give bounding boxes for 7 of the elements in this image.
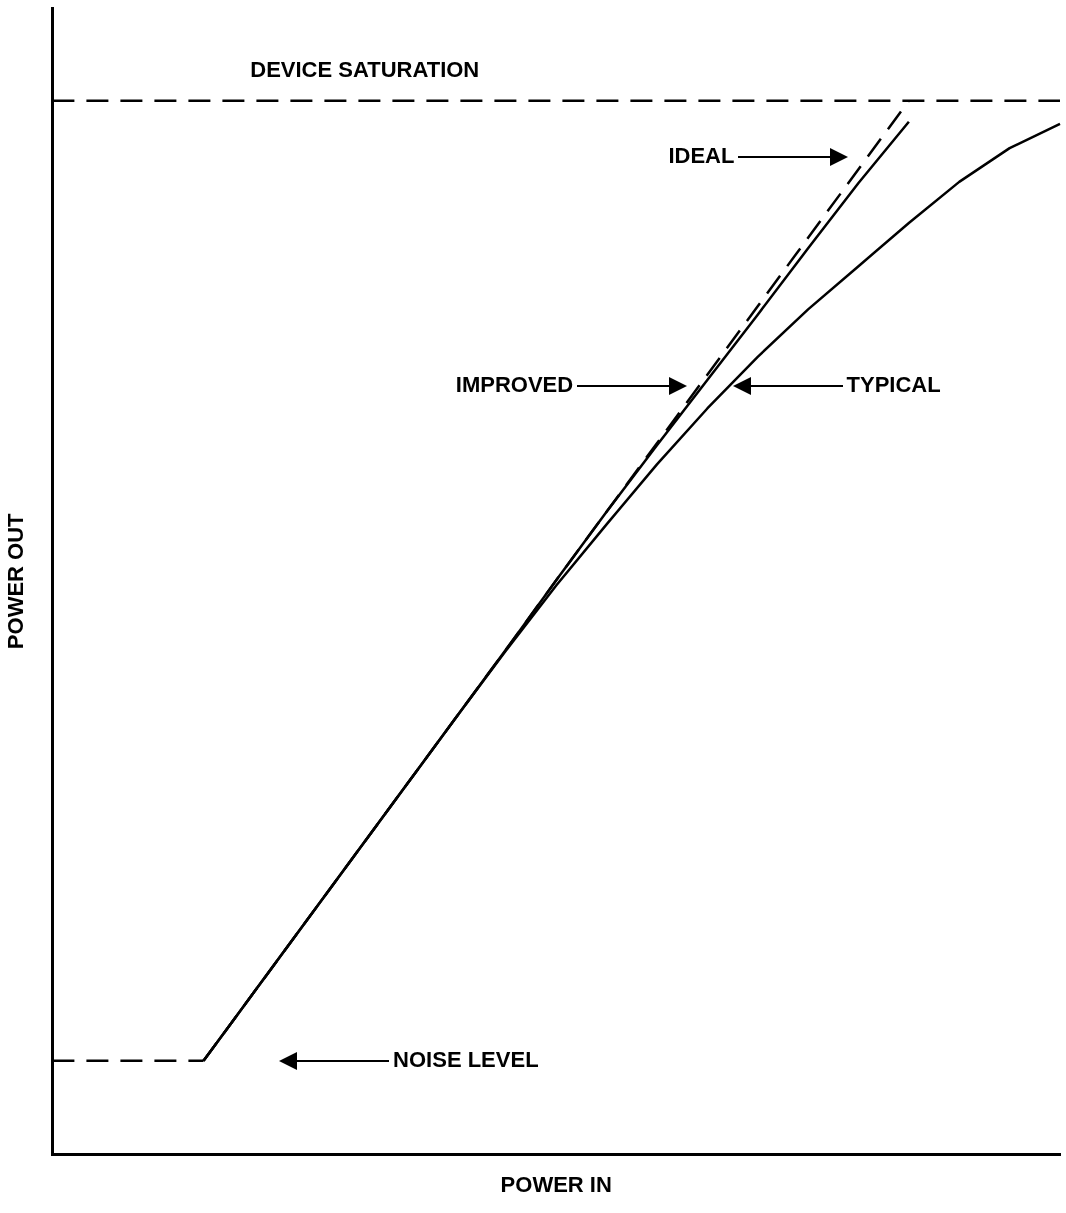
x-axis-title: POWER IN (500, 1171, 612, 1197)
y-axis-title: POWER OUT (3, 512, 29, 650)
text: DEVICE SATURATION (250, 57, 480, 83)
annotation: NOISE LEVEL (393, 1046, 539, 1072)
annotation: TYPICAL (846, 372, 941, 398)
annotation: IDEAL (668, 143, 735, 169)
annotation: IMPROVED (455, 372, 574, 398)
